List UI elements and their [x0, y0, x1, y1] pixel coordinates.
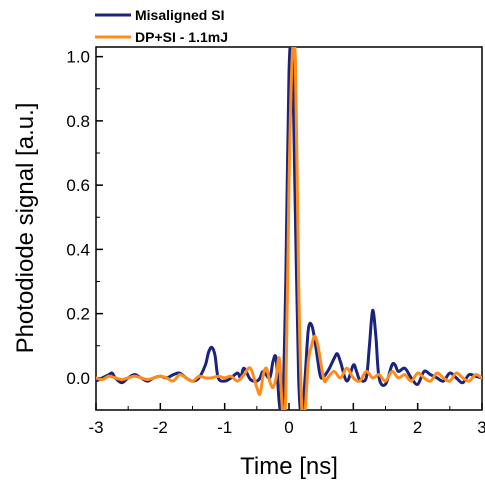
- y-axis-title: Photodiode signal [a.u.]: [12, 103, 39, 354]
- y-tick-label: 0.8: [66, 112, 90, 131]
- y-axis-ticks: 0.0 0.2 0.4 0.6 0.8 1.0: [66, 48, 103, 388]
- x-tick-label: 2: [413, 418, 422, 437]
- x-axis-ticks: -3 -2 -1 0 1 2 3: [88, 403, 485, 437]
- y-tick-label: 0.2: [66, 305, 90, 324]
- x-tick-label: -2: [153, 418, 168, 437]
- x-tick-label: 3: [477, 418, 485, 437]
- series-layer: [96, 47, 482, 410]
- x-tick-label: -3: [88, 418, 103, 437]
- y-tick-label: 0.4: [66, 240, 90, 259]
- x-axis-title: Time [ns]: [240, 453, 338, 480]
- legend-label-misaligned-si: Misaligned SI: [135, 7, 224, 23]
- x-tick-label: -1: [217, 418, 232, 437]
- y-tick-label: 0.6: [66, 176, 90, 195]
- legend-label-dp-si: DP+SI - 1.1mJ: [135, 29, 228, 45]
- legend: Misaligned SI DP+SI - 1.1mJ: [95, 7, 228, 45]
- y-tick-label: 1.0: [66, 48, 90, 67]
- x-tick-label: 0: [284, 418, 293, 437]
- x-tick-label: 1: [349, 418, 358, 437]
- y-tick-label: 0.0: [66, 369, 90, 388]
- series-line-dp-si: [96, 47, 482, 410]
